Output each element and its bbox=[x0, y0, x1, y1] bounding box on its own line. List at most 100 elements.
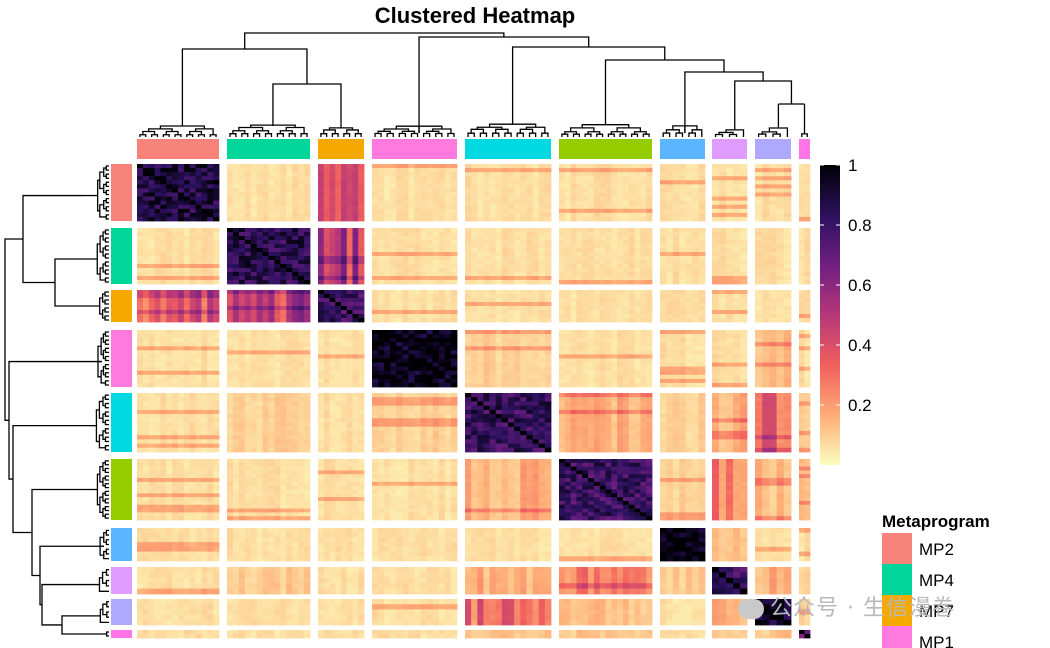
heatmap-cell bbox=[346, 236, 353, 241]
heatmap-cell bbox=[262, 248, 269, 253]
heatmap-cell bbox=[142, 378, 150, 384]
heatmap-cell bbox=[762, 204, 770, 210]
heatmap-cell bbox=[408, 314, 415, 319]
heatmap-cell bbox=[501, 302, 509, 307]
heatmap-cell bbox=[520, 208, 527, 214]
heatmap-cell bbox=[183, 272, 191, 277]
heatmap-cell bbox=[692, 192, 699, 197]
heatmap-cell bbox=[414, 180, 421, 185]
heatmap-cell bbox=[142, 264, 150, 269]
heatmap-cell bbox=[262, 306, 269, 311]
heatmap-cell bbox=[769, 298, 777, 303]
heatmap-cell bbox=[335, 280, 342, 285]
heatmap-cell bbox=[250, 216, 258, 222]
heatmap-cell bbox=[769, 272, 777, 277]
heatmap-cell bbox=[762, 294, 770, 299]
heatmap-cell bbox=[692, 276, 699, 281]
heatmap-cell bbox=[426, 212, 434, 218]
heatmap-cell bbox=[244, 342, 252, 347]
heatmap-cell bbox=[232, 378, 240, 384]
heatmap-cell bbox=[640, 314, 647, 319]
heatmap-cell bbox=[372, 338, 379, 343]
heatmap-cell bbox=[450, 330, 458, 335]
heatmap-cell bbox=[341, 208, 348, 214]
heatmap-cell bbox=[402, 256, 409, 261]
heatmap-cell bbox=[414, 164, 421, 169]
heatmap-cell bbox=[672, 334, 680, 339]
heatmap-cell bbox=[402, 168, 409, 173]
heatmap-cell bbox=[685, 334, 693, 339]
heatmap-cell bbox=[672, 330, 680, 335]
heatmap-cell bbox=[286, 334, 293, 339]
heatmap-cell bbox=[685, 180, 693, 185]
heatmap-cell bbox=[804, 228, 811, 233]
heatmap-cell bbox=[733, 264, 741, 269]
heatmap-cell bbox=[769, 252, 777, 257]
heatmap-cell bbox=[207, 232, 214, 237]
heatmap-cell bbox=[489, 358, 497, 363]
heatmap-cell bbox=[195, 236, 202, 241]
heatmap-cell bbox=[346, 212, 353, 218]
heatmap-cell bbox=[402, 276, 409, 281]
heatmap-cell bbox=[685, 342, 693, 347]
heatmap-cell bbox=[384, 240, 391, 245]
heatmap-cell bbox=[672, 168, 680, 173]
heatmap-cell bbox=[532, 314, 540, 319]
heatmap-cell bbox=[799, 204, 805, 210]
heatmap-cell bbox=[712, 346, 720, 351]
heatmap-cell bbox=[559, 164, 566, 169]
heatmap-cell bbox=[201, 168, 208, 173]
heatmap-cell bbox=[564, 172, 572, 177]
heatmap-cell bbox=[564, 232, 572, 237]
heatmap-cell bbox=[238, 276, 246, 281]
heatmap-cell bbox=[227, 302, 234, 307]
heatmap-cell bbox=[532, 362, 540, 368]
heatmap-cell bbox=[588, 314, 595, 319]
heatmap-cell bbox=[207, 358, 214, 363]
heatmap-cell bbox=[358, 374, 365, 380]
heatmap-cell bbox=[384, 260, 391, 265]
heatmap-cell bbox=[733, 342, 741, 347]
heatmap-cell bbox=[335, 334, 342, 339]
heatmap-cell bbox=[183, 200, 191, 206]
heatmap-cell bbox=[298, 240, 305, 245]
heatmap-cell bbox=[292, 370, 299, 376]
heatmap-cell bbox=[570, 302, 577, 307]
heatmap-cell bbox=[402, 260, 409, 265]
heatmap-cell bbox=[526, 200, 533, 206]
heatmap-cell bbox=[384, 196, 391, 202]
heatmap-cell bbox=[390, 290, 397, 295]
heatmap-cell bbox=[183, 268, 191, 273]
heatmap-cell bbox=[593, 248, 601, 253]
heatmap-cell bbox=[698, 290, 706, 295]
heatmap-cell bbox=[352, 188, 359, 193]
heatmap-cell bbox=[570, 378, 577, 384]
heatmap-cell bbox=[755, 314, 763, 319]
heatmap-cell bbox=[501, 240, 509, 245]
heatmap-cell bbox=[712, 236, 720, 241]
heatmap-cell bbox=[489, 208, 497, 214]
heatmap-cell bbox=[341, 310, 348, 315]
heatmap-cell bbox=[783, 342, 792, 347]
heatmap-cell bbox=[719, 334, 727, 339]
heatmap-cell bbox=[160, 176, 167, 181]
heatmap-cell bbox=[712, 342, 720, 347]
heatmap-cell bbox=[526, 244, 533, 249]
heatmap-cell bbox=[396, 184, 403, 189]
heatmap-cell bbox=[740, 256, 748, 261]
heatmap-cell bbox=[559, 268, 566, 273]
heatmap-cell bbox=[244, 168, 252, 173]
heatmap-cell bbox=[679, 280, 687, 285]
heatmap-cell bbox=[172, 350, 179, 355]
heatmap-cell bbox=[489, 244, 497, 249]
heatmap-cell bbox=[142, 330, 150, 335]
heatmap-cell bbox=[232, 382, 240, 388]
heatmap-cell bbox=[672, 370, 680, 376]
heatmap-cell bbox=[755, 260, 763, 265]
heatmap-cell bbox=[154, 306, 161, 311]
heatmap-cell bbox=[692, 204, 699, 210]
heatmap-cell bbox=[274, 252, 281, 257]
heatmap-cell bbox=[501, 216, 509, 222]
heatmap-cell bbox=[432, 232, 440, 237]
heatmap-cell bbox=[538, 382, 546, 388]
